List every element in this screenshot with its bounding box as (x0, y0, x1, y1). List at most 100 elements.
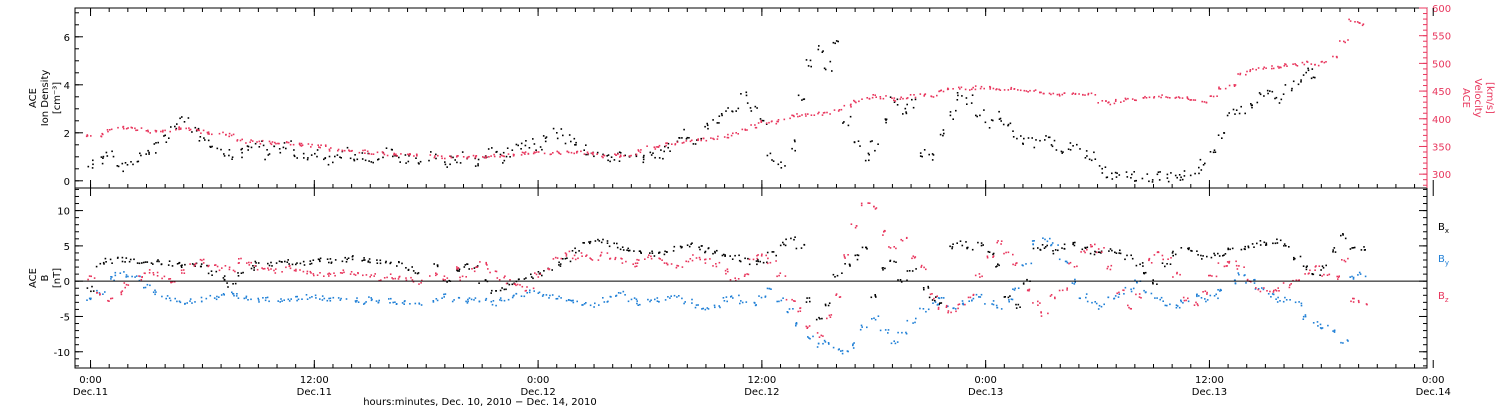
top-series-1-point (1224, 87, 1227, 90)
top-series-0-point (740, 93, 742, 95)
top-series-1-point (1218, 86, 1220, 89)
top-series-0-point (241, 147, 243, 150)
top-series-1-point (250, 139, 252, 141)
top-series-0-point (914, 98, 917, 101)
top-series-1-point (712, 137, 714, 140)
top-series-1-point (236, 139, 239, 141)
top-series-0-point (1307, 67, 1309, 70)
bottom-series-bx-point (848, 263, 851, 266)
bottom-series-bx-point (1081, 248, 1084, 251)
bottom-series-bz-point (329, 273, 332, 275)
top-series-0-point (1115, 176, 1118, 178)
bottom-series-bz-point (589, 257, 591, 259)
bottom-series-by-point (1136, 281, 1138, 284)
bottom-series-bx-point (1003, 296, 1006, 298)
top-right-tick-label: 600 (1432, 4, 1451, 15)
top-series-0-point (928, 153, 930, 156)
top-series-1-point (499, 156, 501, 158)
bottom-series-bz-point (1365, 303, 1368, 305)
bottom-series-by-point (572, 299, 574, 302)
bottom-series-bx-point (299, 262, 302, 265)
bottom-series-by-point (874, 318, 877, 321)
top-series-0-point (716, 122, 719, 124)
top-series-1-point (441, 157, 443, 160)
bottom-series-bx-point (738, 259, 741, 262)
top-left-ylabel-line3: [cm⁻³] (52, 82, 63, 114)
bottom-series-bx-point (501, 287, 503, 289)
top-series-1-point (1025, 90, 1028, 92)
bottom-series-by-point (1025, 263, 1027, 265)
bottom-series-bz-point (709, 258, 711, 260)
bottom-series-bz-point (571, 257, 574, 260)
bottom-series-bx-point (211, 274, 213, 276)
bottom-series-bx-point (367, 261, 369, 263)
bottom-series-by-point (594, 302, 596, 305)
top-series-0-point (356, 158, 359, 161)
bottom-series-bx-point (598, 240, 601, 242)
bottom-series-bz-point (295, 270, 297, 272)
top-series-0-point (1101, 172, 1104, 174)
bottom-series-bz-point (776, 275, 778, 278)
bottom-series-bz-point (328, 275, 330, 277)
top-series-1-point (1323, 61, 1326, 64)
bottom-series-bz-point (443, 275, 446, 277)
top-series-0-point (961, 95, 963, 97)
top-series-1-point (485, 155, 487, 158)
bottom-series-bz-point (920, 264, 923, 267)
bottom-series-bx-point (1166, 263, 1168, 265)
top-series-0-point (155, 152, 157, 154)
top-series-1-point (1178, 97, 1181, 99)
top-series-1-point (211, 133, 213, 136)
top-series-0-point (216, 147, 219, 150)
top-series-0-point (207, 139, 210, 142)
bottom-series-bz-point (658, 257, 660, 260)
bottom-series-bz-point (1096, 251, 1098, 254)
top-series-0-point (267, 154, 270, 156)
top-series-1-point (871, 96, 874, 99)
bottom-series-by-point (702, 307, 704, 310)
top-series-1-point (1177, 96, 1180, 98)
bottom-series-by-point (296, 295, 298, 298)
bottom-series-bz-point (945, 306, 948, 308)
top-series-0-point (575, 141, 577, 144)
bottom-series-by-point (937, 297, 940, 299)
top-series-1-point (913, 94, 915, 96)
bottom-series-bz-point (334, 274, 336, 277)
bottom-series-bx-point (980, 242, 983, 244)
top-series-1-point (1153, 96, 1156, 98)
top-series-0-point (1204, 162, 1206, 165)
top-series-1-point (1310, 63, 1313, 65)
top-series-0-point (1179, 179, 1182, 181)
bottom-series-bz-point (1196, 303, 1199, 305)
bottom-series-bx-point (977, 241, 979, 244)
top-series-0-point (658, 157, 661, 159)
bottom-series-by-point (1008, 299, 1010, 301)
bottom-series-by-point (283, 299, 285, 301)
top-series-0-point (456, 161, 458, 164)
bottom-series-bz-point (873, 205, 875, 208)
bottom-series-bx-point (927, 287, 930, 289)
bottom-series-bx-point (998, 264, 1000, 267)
top-series-0-point (121, 162, 124, 165)
top-series-1-point (228, 132, 231, 135)
bottom-series-bx-point (234, 282, 237, 285)
bottom-series-bx-point (940, 302, 943, 304)
top-series-1-point (822, 112, 825, 114)
top-series-1-point (567, 151, 570, 154)
bottom-series-bz-point (1228, 262, 1230, 264)
top-series-0-point (896, 98, 899, 101)
bottom-series-by-point (1298, 301, 1300, 303)
top-series-1-point (1233, 85, 1236, 87)
bottom-series-bx-point (367, 260, 370, 262)
bottom-series-bz-point (724, 269, 727, 272)
bottom-series-bx-point (582, 242, 584, 244)
top-series-0-point (273, 145, 276, 148)
bottom-series-bx-point (714, 250, 716, 253)
top-series-0-point (1085, 150, 1088, 152)
bottom-series-bz-point (168, 278, 170, 280)
top-series-1-point (619, 156, 621, 158)
bottom-series-bx-point (828, 302, 831, 304)
top-series-1-point (1074, 93, 1077, 95)
top-series-0-point (324, 157, 327, 159)
bottom-series-bx-point (627, 247, 629, 250)
